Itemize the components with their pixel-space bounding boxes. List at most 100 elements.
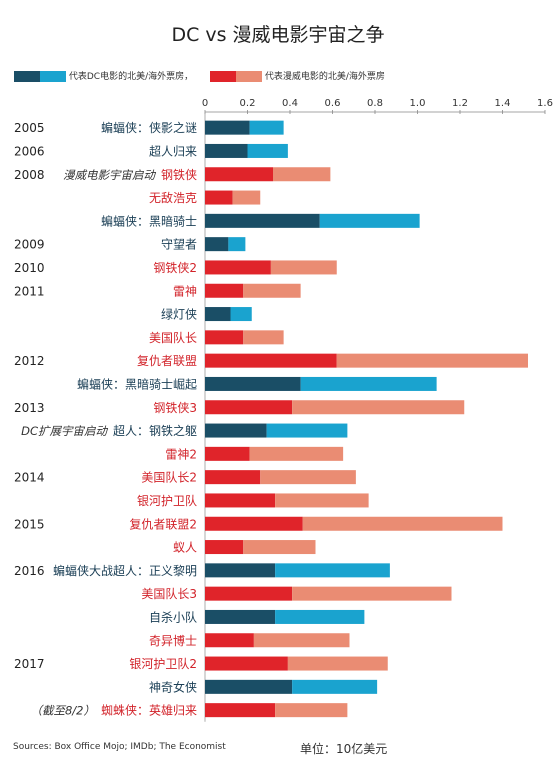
film-label: 钢铁侠 — [161, 168, 197, 182]
legend-marvel: 代表漫威电影的北美/海外票房 — [210, 69, 385, 82]
x-tick-label: 1.4 — [495, 98, 511, 109]
year-label: 2012 — [14, 354, 45, 368]
legend-dc-overseas-swatch — [40, 71, 66, 82]
year-label: 2010 — [14, 261, 45, 275]
year-label: 2016 — [14, 564, 45, 578]
bar-overseas — [260, 470, 356, 485]
year-label: 2017 — [14, 657, 45, 671]
film-label: 蝙蝠侠：黑暗骑士崛起 — [77, 376, 197, 391]
legend-dc-domestic-swatch — [14, 71, 40, 82]
bar-overseas — [228, 237, 246, 252]
bar-domestic — [205, 167, 273, 182]
bar-overseas — [275, 703, 348, 718]
year-label: 2011 — [14, 284, 45, 298]
film-label: 超人归来 — [149, 143, 197, 158]
bar-overseas — [336, 353, 528, 368]
legend-dc-label: 代表DC电影的北美/海外票房， — [68, 72, 194, 82]
milestone-note: （截至8/2） — [30, 704, 95, 718]
bar-overseas — [247, 143, 288, 158]
bar-domestic — [205, 470, 261, 485]
milestone-note: 漫威电影宇宙启动 — [63, 168, 156, 182]
bar-overseas — [275, 493, 369, 508]
bar-domestic — [205, 400, 293, 415]
film-label: 蝙蝠侠：黑暗骑士 — [101, 213, 197, 228]
film-label: 超人：钢铁之躯 — [113, 423, 197, 438]
bar-overseas — [270, 260, 337, 275]
bar-domestic — [205, 656, 288, 671]
bar-domestic — [205, 516, 303, 531]
x-tick-label: 1.2 — [452, 98, 468, 109]
legend-marvel-domestic-swatch — [210, 71, 236, 82]
film-label: 钢铁侠3 — [153, 401, 197, 415]
bar-domestic — [205, 283, 244, 298]
film-label: 自杀小队 — [149, 609, 197, 624]
bar-overseas — [249, 120, 284, 135]
bar-overseas — [300, 376, 437, 391]
bar-overseas — [243, 283, 301, 298]
bar-overseas — [287, 656, 388, 671]
bar-domestic — [205, 609, 276, 624]
film-label: 复仇者联盟 — [137, 354, 197, 368]
x-tick-label: 1.6 — [537, 98, 553, 109]
year-label: 2013 — [14, 401, 45, 415]
film-label: 银河护卫队2 — [129, 656, 197, 671]
bar-overseas — [243, 330, 284, 345]
bar-domestic — [205, 330, 244, 345]
film-label: 蝙蝠侠大战超人：正义黎明 — [53, 563, 197, 578]
film-label: 雷神2 — [165, 447, 197, 461]
x-tick-label: 1.0 — [410, 98, 426, 109]
bar-overseas — [253, 633, 350, 648]
legend-marvel-overseas-swatch — [236, 71, 262, 82]
year-label: 2015 — [14, 517, 45, 531]
milestone-note: DC扩展宇宙启动 — [21, 424, 108, 438]
x-tick-label: 0.8 — [367, 98, 383, 109]
bar-domestic — [205, 213, 320, 228]
x-tick-label: 0 — [202, 98, 208, 109]
bar-domestic — [205, 260, 271, 275]
bar-overseas — [292, 586, 452, 601]
x-tick-label: 0.4 — [282, 98, 298, 109]
film-label: 奇异博士 — [149, 633, 197, 648]
film-label: 银河护卫队 — [137, 493, 197, 508]
year-label: 2008 — [14, 168, 45, 182]
film-label: 神奇女侠 — [149, 679, 197, 694]
bar-overseas — [232, 190, 261, 205]
bar-overseas — [249, 446, 344, 461]
film-label: 美国队长 — [149, 330, 197, 345]
year-label: 2006 — [14, 144, 45, 158]
bar-domestic — [205, 353, 337, 368]
bar-domestic — [205, 446, 250, 461]
film-label: 蜘蛛侠：英雄归来 — [101, 703, 197, 718]
unit-label: 单位：10亿美元 — [300, 742, 388, 756]
bar-overseas — [275, 563, 390, 578]
legend-marvel-label: 代表漫威电影的北美/海外票房 — [264, 72, 385, 82]
bar-domestic — [205, 563, 276, 578]
bar-domestic — [205, 703, 276, 718]
bar-overseas — [273, 167, 331, 182]
bar-domestic — [205, 679, 293, 694]
bar-overseas — [275, 609, 365, 624]
film-label: 蚁人 — [173, 541, 197, 555]
bar-domestic — [205, 143, 248, 158]
bar-overseas — [243, 540, 316, 555]
bar-overseas — [230, 307, 252, 322]
bar-domestic — [205, 423, 267, 438]
bar-overseas — [302, 516, 503, 531]
bar-overseas — [292, 679, 378, 694]
bar-domestic — [205, 493, 276, 508]
chart-title: DC vs 漫威电影宇宙之争 — [171, 24, 385, 46]
bar-domestic — [205, 586, 293, 601]
film-label: 无敌浩克 — [149, 190, 197, 205]
film-label: 雷神 — [173, 284, 197, 298]
year-label: 2005 — [14, 121, 45, 135]
bar-domestic — [205, 540, 244, 555]
bar-domestic — [205, 120, 250, 135]
film-label: 绿灯侠 — [161, 307, 197, 322]
bar-overseas — [292, 400, 465, 415]
year-label: 2014 — [14, 471, 45, 485]
year-label: 2009 — [14, 238, 45, 252]
bar-overseas — [319, 213, 420, 228]
bar-domestic — [205, 237, 229, 252]
legend-dc: 代表DC电影的北美/海外票房， — [14, 69, 193, 82]
